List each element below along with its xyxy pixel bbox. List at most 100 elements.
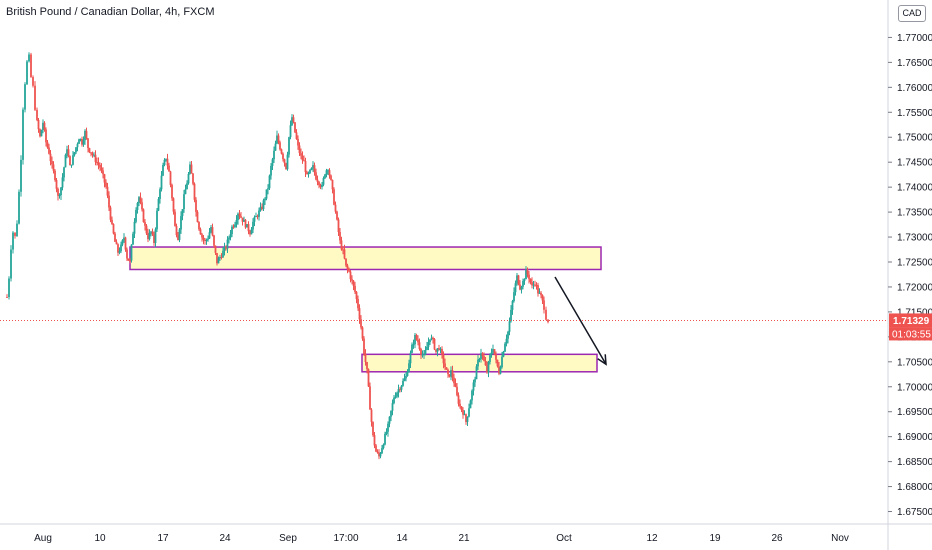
candle-body (117, 244, 119, 253)
candle-body (417, 339, 419, 343)
candle-body (442, 354, 445, 364)
candle-body (468, 408, 470, 417)
candle-body (285, 163, 287, 170)
candle-body (423, 354, 425, 356)
candle-body (387, 423, 389, 432)
candle-body (223, 246, 226, 251)
candle-body (184, 189, 187, 195)
candle-body (46, 142, 49, 148)
candle-body (282, 153, 284, 160)
candle-body (304, 160, 307, 173)
candle-body (538, 292, 541, 294)
currency-badge[interactable]: CAD (898, 5, 926, 22)
candle-body (126, 249, 128, 259)
candle-body (67, 149, 70, 157)
candle-body (153, 234, 155, 244)
candle-body (531, 282, 533, 286)
candle-body (496, 359, 499, 367)
candle-body (306, 172, 308, 175)
time-tick-label: Oct (556, 533, 572, 544)
candle-body (352, 280, 355, 286)
candle-body (32, 77, 34, 86)
candle-body (40, 130, 43, 137)
candle-body (106, 186, 109, 196)
candle-body (447, 369, 449, 375)
candle-body (291, 117, 293, 126)
candle-body (26, 61, 28, 85)
time-axis[interactable]: Aug 10 17 24 Sep 17:00 14 21 Oct 12 19 26 Nov (0, 523, 932, 544)
candle-body (433, 339, 436, 350)
candle-body (543, 300, 545, 310)
candle-body (79, 138, 82, 140)
candle-body (441, 348, 443, 355)
candle-body (6, 296, 8, 298)
candle-body (156, 210, 158, 230)
price-tick-label: 1.75500 (897, 108, 932, 119)
price-axis[interactable]: 1.77000 1.76500 1.76000 1.75500 1.75000 1.745… (887, 0, 932, 550)
candle-body (130, 244, 133, 261)
candle-body (208, 232, 211, 239)
candle-body (127, 258, 130, 261)
price-tick-label: 1.74500 (897, 158, 932, 169)
candle-body (232, 226, 235, 228)
candle-body (547, 319, 549, 323)
candle-body (466, 416, 469, 422)
candle-body (424, 349, 427, 355)
candle-body (109, 207, 112, 220)
candle-body (534, 284, 536, 286)
price-tick-label: 1.68000 (897, 482, 932, 493)
candle-body (400, 385, 403, 390)
candle-body (66, 149, 68, 155)
candle-body (334, 204, 337, 212)
candle-body (24, 84, 26, 110)
candle-body (445, 367, 448, 370)
candle-body (460, 406, 463, 411)
candle-body (51, 161, 53, 165)
price-tick-label: 1.70500 (897, 357, 932, 368)
countdown-badge (889, 327, 932, 341)
candle-body (202, 237, 205, 240)
candle-body (289, 125, 292, 138)
price-tick-label: 1.68500 (897, 457, 932, 468)
time-tick-label: 24 (219, 533, 231, 544)
candle-body (486, 365, 488, 373)
candle-body (141, 202, 143, 210)
candle-body (198, 222, 200, 230)
price-tick-label: 1.75000 (897, 133, 932, 144)
candle-body (262, 200, 265, 210)
candle-body (324, 174, 326, 179)
countdown-value: 01:03:55 (892, 329, 931, 340)
candle-body (192, 173, 194, 184)
candle-body (480, 353, 482, 359)
candle-body (166, 158, 169, 166)
candle-body (172, 198, 175, 212)
candle-body (243, 219, 245, 222)
candle-body (52, 164, 55, 171)
candle-body (16, 223, 18, 237)
candle-body (249, 231, 251, 235)
candle-body (409, 352, 412, 364)
candle-body (469, 400, 472, 409)
candle-body (231, 226, 233, 235)
candle-body (258, 210, 260, 217)
candle-body (301, 155, 304, 161)
candle-body (255, 216, 257, 218)
candle-body (124, 237, 127, 250)
candle-body (147, 233, 149, 240)
candle-body (159, 189, 161, 199)
candle-body (303, 160, 305, 162)
candle-body (195, 199, 197, 212)
candle-body (370, 409, 373, 422)
candle-body (279, 142, 281, 150)
candle-body (462, 410, 464, 415)
candle-body (327, 170, 329, 172)
candle-body (478, 358, 481, 360)
candle-body (142, 209, 145, 223)
candle-body (181, 209, 184, 217)
candle-body (330, 175, 332, 180)
candle-body (357, 299, 359, 309)
candle-body (199, 229, 202, 235)
candle-body (283, 159, 286, 164)
candle-body (523, 279, 526, 281)
